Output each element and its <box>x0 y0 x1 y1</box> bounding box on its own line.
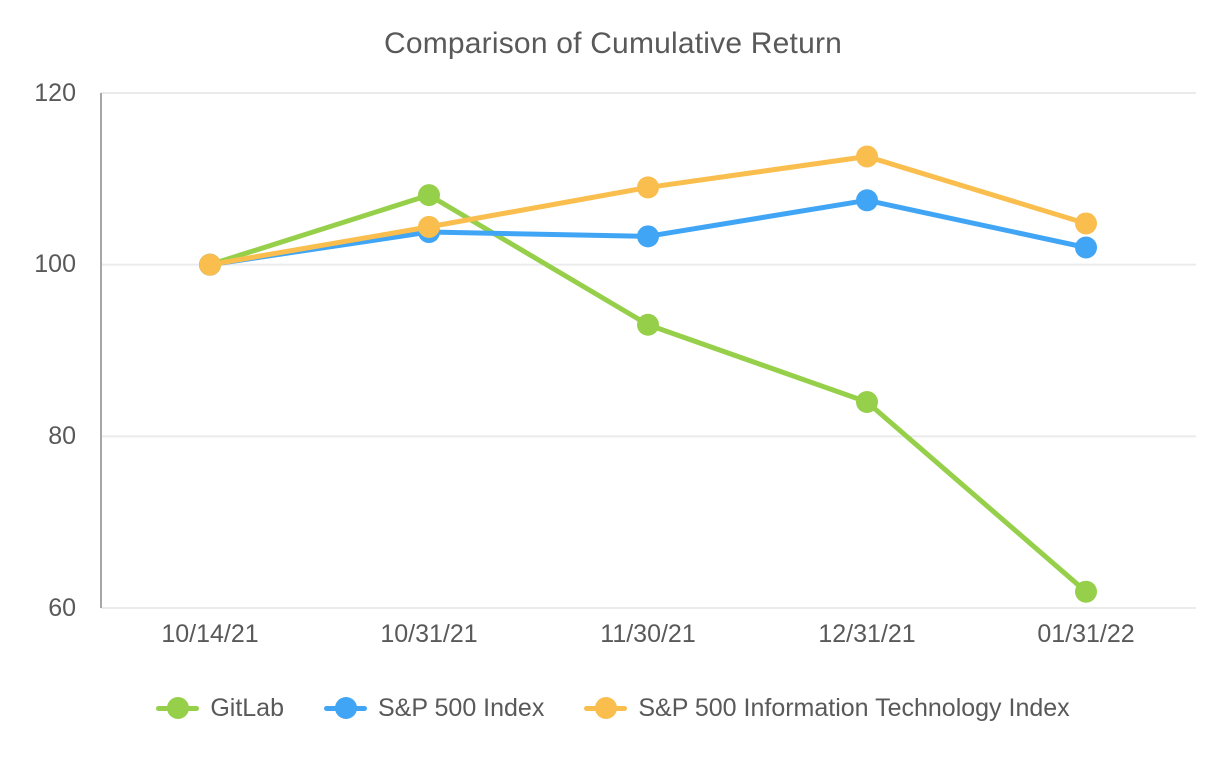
y-tick-label-60: 60 <box>48 593 76 622</box>
data-point <box>856 145 878 168</box>
legend-dot <box>166 697 189 719</box>
data-point <box>199 253 221 276</box>
legend-dot <box>334 697 357 719</box>
x-tick-label: 10/14/21 <box>161 620 259 648</box>
data-point <box>637 225 659 248</box>
data-point <box>856 189 878 212</box>
data-point <box>856 391 878 413</box>
y-tick-label-120: 120 <box>34 78 76 107</box>
legend-label: S&P 500 Index <box>378 694 545 722</box>
data-point <box>1075 580 1097 603</box>
chart-legend: GitLab S&P 500 Index S&P 500 Information T… <box>0 688 1226 728</box>
legend-marker-icon <box>584 696 628 720</box>
data-point <box>637 176 659 199</box>
x-tick-label: 12/31/21 <box>818 620 916 648</box>
data-point <box>418 215 440 238</box>
x-tick-label: 01/31/22 <box>1037 620 1135 648</box>
data-point <box>1075 236 1097 259</box>
legend-dot <box>594 697 617 719</box>
series-line-2 <box>207 154 1089 268</box>
x-tick-label: 10/31/21 <box>380 620 478 648</box>
y-tick-label-80: 80 <box>48 421 76 450</box>
data-point <box>1075 212 1097 235</box>
legend-marker-icon <box>324 696 367 720</box>
legend-label: S&P 500 Information Technology Index <box>638 694 1070 722</box>
chart-title: Comparison of Cumulative Return <box>383 27 843 60</box>
series-line-0 <box>207 192 1089 595</box>
legend-label: GitLab <box>210 694 284 722</box>
legend-marker-icon <box>156 696 200 720</box>
data-point <box>637 313 659 336</box>
x-tick-label: 11/30/21 <box>600 620 696 648</box>
legend-item-1: S&P 500 Index <box>324 694 544 722</box>
data-point <box>418 184 440 207</box>
legend-item-2: S&P 500 Information Technology Index <box>584 694 1070 722</box>
legend-item-0: GitLab <box>156 694 284 722</box>
y-tick-label-100: 100 <box>34 250 76 279</box>
